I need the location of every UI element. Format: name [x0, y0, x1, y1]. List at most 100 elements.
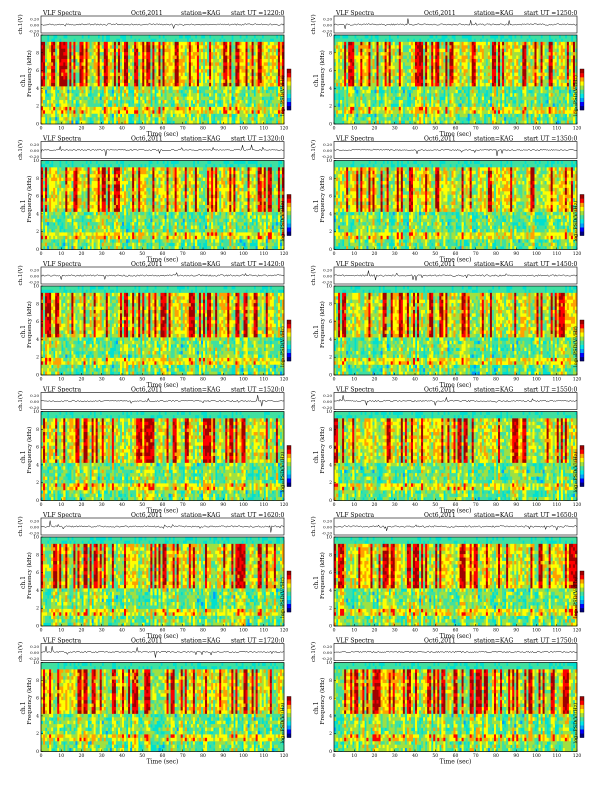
heatmap-cell	[164, 72, 167, 77]
heatmap-cell	[356, 96, 359, 101]
heatmap-cell	[229, 82, 232, 87]
heatmap-cell	[251, 120, 254, 125]
heatmap-cell	[475, 103, 479, 108]
heatmap-cell	[140, 62, 143, 67]
heatmap-cell	[205, 117, 208, 121]
heatmap-cell	[419, 35, 422, 39]
heatmap-cell	[394, 58, 398, 63]
heatmap-cell	[223, 65, 226, 70]
heatmap-cell	[186, 76, 190, 80]
heatmap-cell	[479, 45, 483, 49]
heatmap-cell	[431, 100, 434, 104]
heatmap-cell	[376, 82, 379, 87]
heatmap-cell	[445, 103, 448, 108]
heatmap-cell	[267, 48, 271, 53]
heatmap-cell	[142, 96, 145, 101]
heatmap-cell	[168, 52, 171, 56]
heatmap-cell	[368, 86, 371, 91]
heatmap-cell	[417, 35, 420, 39]
heatmap-cell	[138, 52, 141, 56]
heatmap-cell	[463, 69, 466, 73]
heatmap-cell	[467, 113, 470, 118]
heatmap-cell	[140, 38, 143, 43]
heatmap-cell	[200, 45, 204, 49]
heatmap-cell	[275, 110, 279, 115]
heatmap-cell	[417, 65, 420, 70]
heatmap-cell	[239, 76, 242, 80]
heatmap-cell	[433, 72, 436, 77]
heatmap-cell	[152, 55, 155, 60]
heatmap-cell	[73, 79, 76, 84]
heatmap-cell	[241, 58, 244, 63]
heatmap-cell	[380, 72, 383, 77]
heatmap-cell	[152, 52, 155, 56]
heatmap-cell	[338, 65, 341, 70]
heatmap-cell	[275, 65, 279, 70]
heatmap-cell	[483, 35, 487, 39]
heatmap-cell	[85, 89, 88, 94]
heatmap-cell	[105, 65, 109, 70]
heatmap-cell	[148, 106, 151, 111]
heatmap-cell	[235, 65, 238, 70]
heatmap-cell	[429, 62, 432, 67]
heatmap-cell	[352, 48, 355, 53]
heatmap-cell	[124, 62, 127, 67]
heatmap-cell	[49, 86, 52, 91]
heatmap-cell	[506, 82, 509, 87]
heatmap-cell	[83, 113, 86, 118]
heatmap-cell	[196, 79, 200, 84]
heatmap-cell	[192, 45, 196, 49]
heatmap-cell	[380, 52, 383, 56]
waveform-ylabel: ch.1(V)	[17, 14, 24, 34]
heatmap-cell	[473, 79, 477, 84]
heatmap-cell	[378, 62, 381, 67]
heatmap-cell	[233, 79, 236, 84]
heatmap-cell	[479, 96, 483, 101]
heatmap-cell	[427, 45, 430, 49]
heatmap-cell	[186, 100, 190, 104]
heatmap-cell	[453, 89, 456, 94]
heatmap-cell	[144, 38, 147, 43]
heatmap-cell	[164, 100, 167, 104]
heatmap-cell	[425, 100, 428, 104]
heatmap-cell	[453, 106, 456, 111]
heatmap-cell	[412, 100, 416, 104]
heatmap-cell	[269, 45, 273, 49]
heatmap-cell	[471, 58, 475, 63]
heatmap-cell	[103, 100, 107, 104]
heatmap-cell	[491, 45, 495, 49]
heatmap-cell	[465, 48, 468, 53]
heatmap-cell	[376, 106, 379, 111]
heatmap-cell	[184, 48, 188, 53]
heatmap-cell	[348, 117, 351, 121]
heatmap-cell	[69, 103, 72, 108]
heatmap-cell	[245, 113, 248, 118]
heatmap-cell	[172, 82, 175, 87]
heatmap-cell	[390, 117, 394, 121]
heatmap-cell	[471, 120, 475, 125]
heatmap-cell	[87, 41, 90, 46]
heatmap-cell	[91, 89, 94, 94]
heatmap-cell	[117, 117, 121, 121]
heatmap-cell	[362, 38, 365, 43]
heatmap-cell	[178, 69, 182, 73]
heatmap-cell	[500, 69, 503, 73]
heatmap-cell	[164, 69, 167, 73]
heatmap-cell	[433, 41, 436, 46]
heatmap-cell	[109, 48, 113, 53]
heatmap-cell	[451, 76, 454, 80]
heatmap-cell	[273, 110, 277, 115]
heatmap-cell	[134, 48, 137, 53]
heatmap-cell	[408, 79, 412, 84]
heatmap-cell	[384, 35, 387, 39]
heatmap-cell	[215, 41, 218, 46]
heatmap-cell	[182, 120, 186, 125]
heatmap-cell	[427, 69, 430, 73]
heatmap-cell	[463, 82, 466, 87]
heatmap-cell	[43, 45, 46, 49]
heatmap-cell	[384, 89, 387, 94]
heatmap-cell	[111, 76, 115, 80]
heatmap-cell	[265, 93, 269, 97]
heatmap-cell	[251, 113, 254, 118]
heatmap-cell	[366, 82, 369, 87]
